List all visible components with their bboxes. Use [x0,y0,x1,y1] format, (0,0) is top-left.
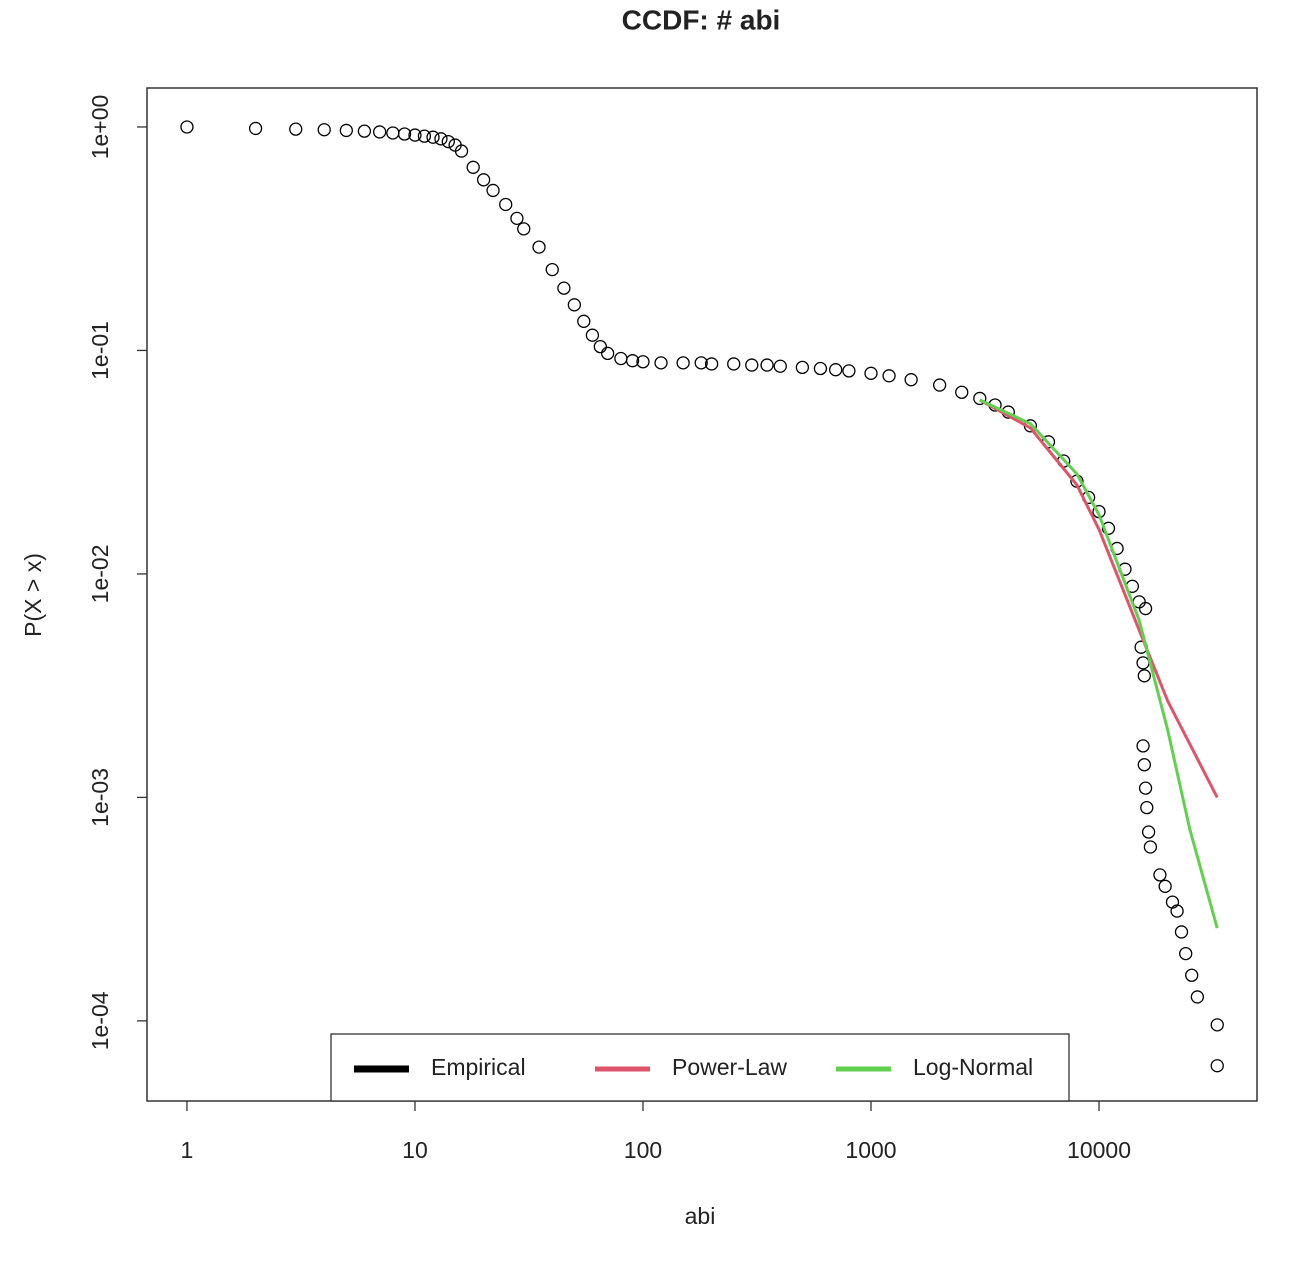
data-point [704,357,719,371]
data-point [1210,1018,1224,1032]
legend-box [330,1033,1070,1102]
data-point [654,356,668,370]
data-point [1137,758,1151,772]
data-point [1137,669,1151,683]
data-point [557,281,571,295]
data-point [1179,946,1193,961]
x-tick-label: 1000 [845,1137,896,1163]
data-point [745,358,759,372]
data-point [1136,656,1150,670]
data-point [441,134,455,149]
data-point [466,160,480,174]
y-tick-label: 1e-03 [87,768,113,827]
data-point [357,124,372,138]
data-point [1140,800,1154,815]
data-point [417,129,432,143]
data-point [773,359,787,373]
data-point [955,385,969,399]
data-point [625,354,640,368]
y-axis-label: P(X > x) [20,553,46,637]
x-tick-label: 100 [624,1137,662,1163]
data-point [476,173,491,187]
data-point [317,123,331,137]
y-tick-label: 1e-02 [87,545,113,604]
legend-label: Empirical [431,1054,526,1080]
data-point [373,125,387,139]
data-point [499,197,513,212]
data-point [386,126,400,140]
data-point [829,363,843,377]
x-tick-label: 10000 [1067,1137,1131,1163]
plot-frame [146,87,1258,1102]
data-point [577,314,591,328]
y-tick-label: 1e+00 [87,95,113,160]
data-point [864,366,878,380]
data-point [397,127,412,141]
data-point [1138,601,1153,616]
data-point [517,222,531,236]
data-point [694,356,708,370]
fit-line [979,398,1219,799]
data-point [932,378,947,392]
y-tick-label: 1e-04 [87,991,113,1050]
data-point [454,144,469,158]
data-point [1190,990,1205,1004]
x-axis-label: abi [685,1203,716,1229]
data-point [795,360,810,375]
data-point [289,122,303,136]
fit-line [979,398,1219,929]
data-point [973,391,987,406]
chart-title: CCDF: # abi [622,4,781,35]
data-point [1210,1059,1224,1073]
data-point [339,123,353,138]
data-point [248,121,263,136]
data-point [510,211,524,226]
data-point [614,351,628,366]
data-point [1138,781,1153,795]
data-point [1174,925,1189,939]
data-point [426,130,440,144]
legend-label: Power-Law [672,1054,787,1080]
data-point [1143,840,1158,854]
data-point [636,355,650,369]
data-point [1158,879,1172,893]
data-point [1141,825,1156,839]
data-point [1153,868,1167,882]
data-point [567,298,581,312]
data-point [1170,904,1184,918]
data-point [180,120,194,134]
data-point [904,373,918,387]
data-point [1185,968,1199,982]
data-point [760,358,774,372]
data-point [813,361,828,376]
data-point [545,262,559,277]
data-point [676,356,690,370]
y-tick-label: 1e-01 [87,321,113,380]
data-point [532,240,546,254]
legend-label: Log-Normal [913,1054,1033,1080]
data-point [593,339,607,354]
data-point [585,328,600,342]
data-point [486,183,500,198]
x-tick-label: 10 [402,1137,428,1163]
data-point [727,357,741,371]
data-point [1101,521,1116,535]
data-point [882,369,896,383]
data-point [601,346,615,361]
data-point [842,364,856,378]
x-tick-label: 1 [181,1137,194,1163]
data-point [408,128,422,142]
data-point [434,132,448,146]
data-point [1136,739,1150,753]
